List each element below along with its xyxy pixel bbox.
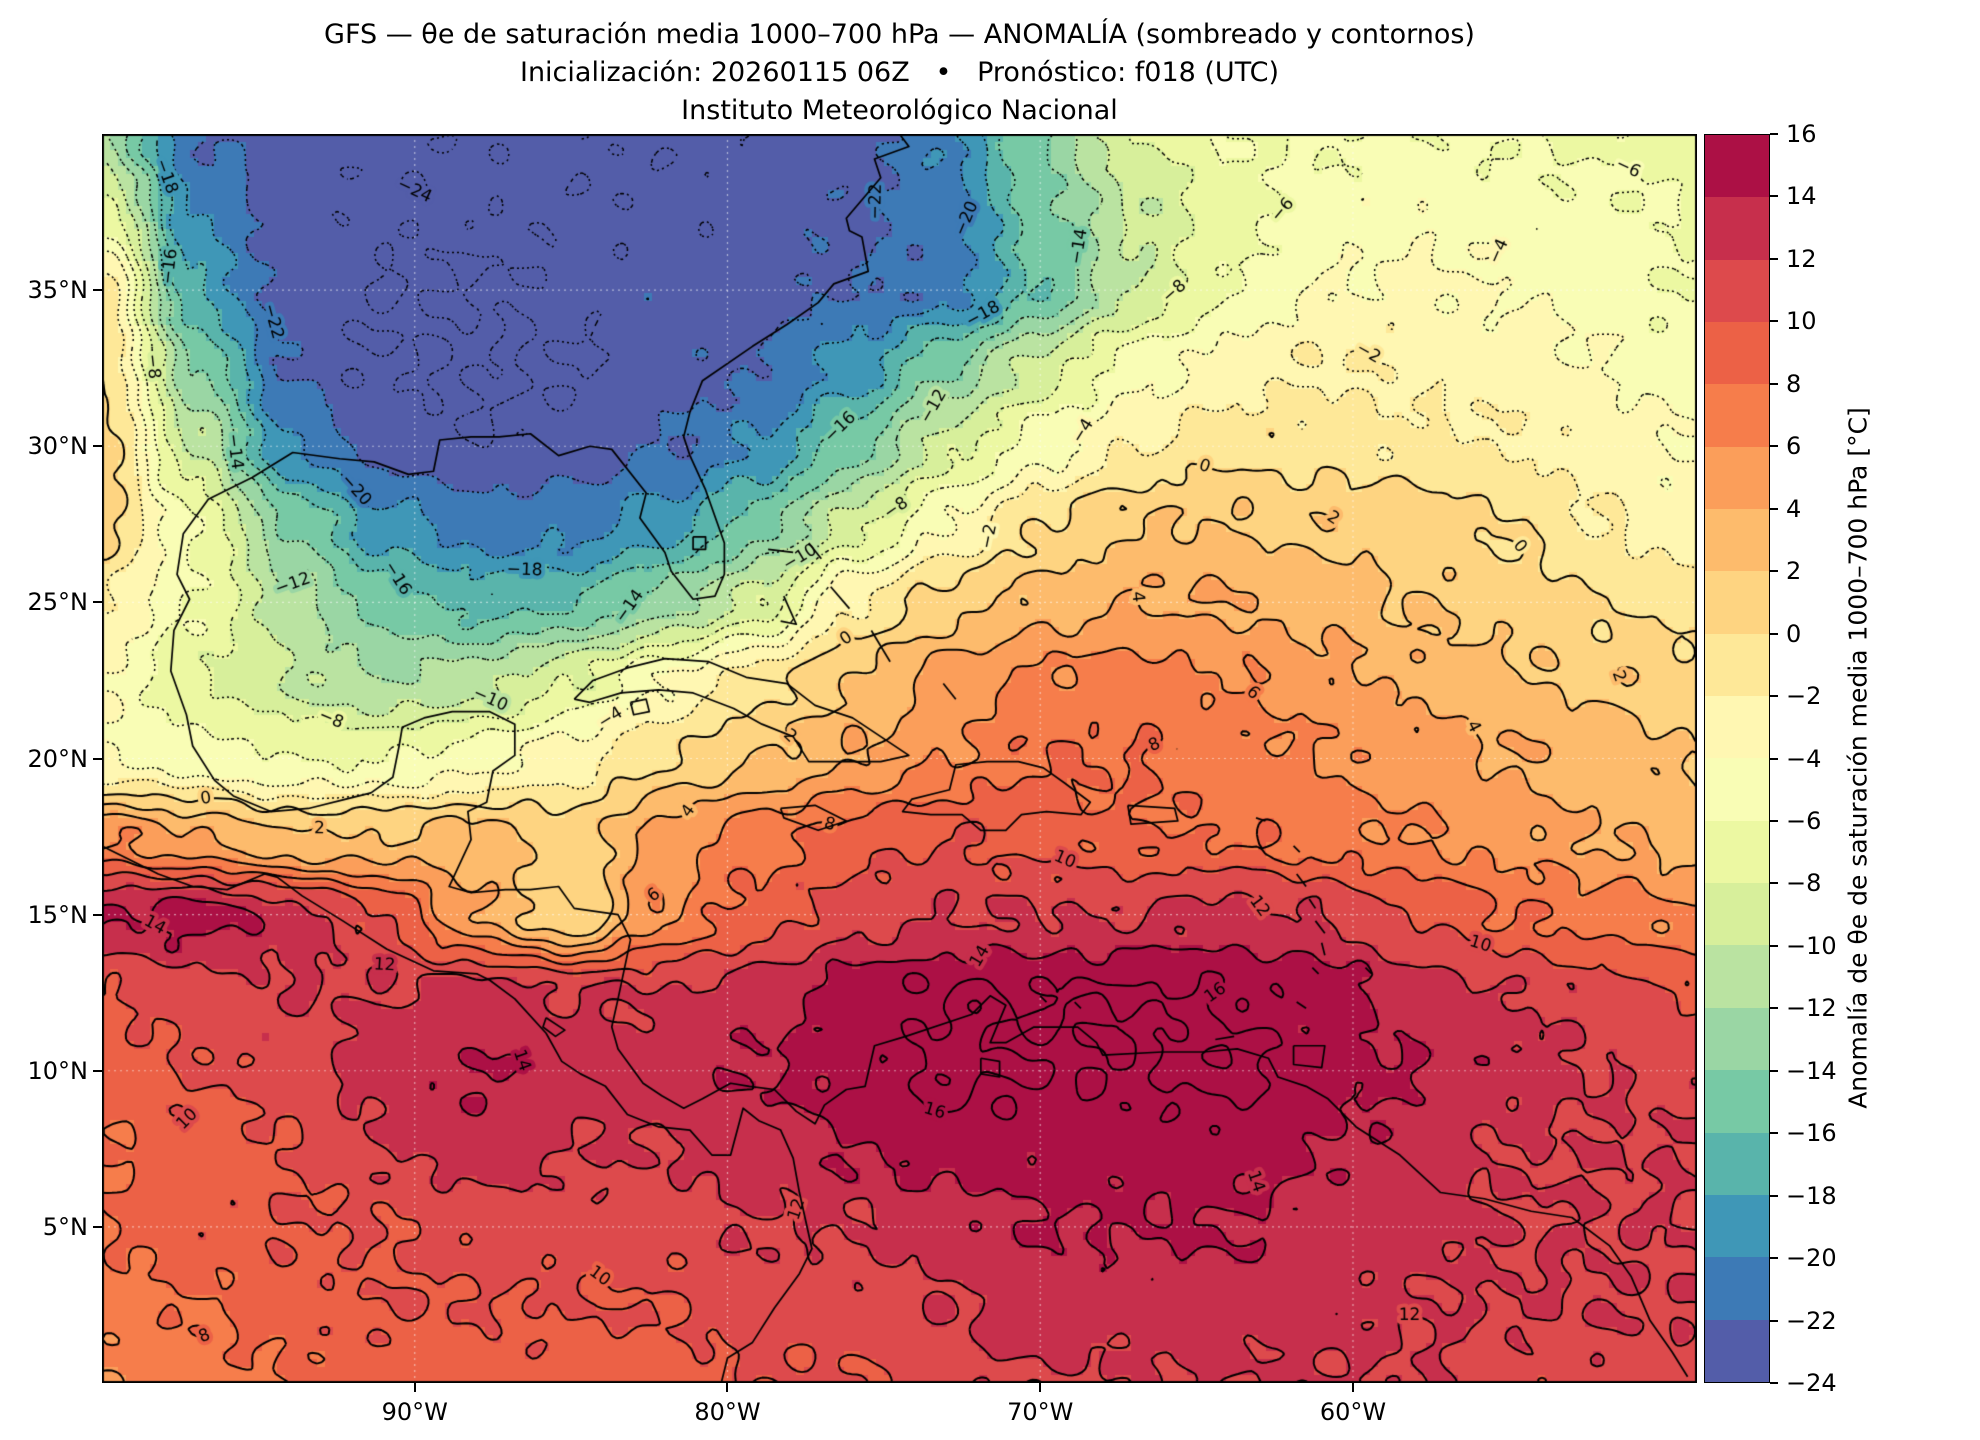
colorbar-tick-label: 6: [1786, 432, 1802, 461]
colorbar-tick-mark: [1770, 944, 1778, 947]
colorbar-tick-label: −16: [1786, 1119, 1837, 1148]
colorbar-tick-mark: [1770, 445, 1778, 448]
y-tick-label: 20°N: [27, 744, 89, 773]
x-tick-label: 90°W: [381, 1398, 448, 1426]
colorbar-tick-label: −12: [1786, 994, 1837, 1023]
colorbar-tick-label: 10: [1786, 307, 1817, 336]
colorbar: [1704, 134, 1770, 1383]
y-tick-label: 35°N: [27, 276, 89, 305]
y-tick-label: 10°N: [27, 1056, 89, 1085]
colorbar-tick-mark: [1770, 195, 1778, 198]
colorbar-tick-mark: [1770, 1194, 1778, 1197]
colorbar-segment: [1705, 197, 1769, 260]
x-tick-mark: [1351, 1383, 1354, 1392]
colorbar-axis-label: Anomalía de θe de saturación media 1000–…: [1843, 407, 1873, 1109]
y-tick-mark: [93, 913, 102, 916]
colorbar-tick-mark: [1770, 1319, 1778, 1322]
colorbar-tick-label: −22: [1786, 1306, 1837, 1335]
colorbar-segment: [1705, 633, 1769, 697]
y-tick-mark: [93, 289, 102, 292]
colorbar-tick-label: 2: [1786, 557, 1802, 586]
colorbar-segment: [1705, 1319, 1769, 1382]
colorbar-tick-label: −6: [1786, 806, 1822, 835]
chart-title: GFS — θe de saturación media 1000–700 hP…: [324, 19, 1475, 50]
colorbar-tick-label: −2: [1786, 682, 1822, 711]
colorbar-tick-label: −8: [1786, 869, 1822, 898]
colorbar-segment: [1705, 1070, 1769, 1133]
colorbar-tick-mark: [1770, 1069, 1778, 1072]
colorbar-tick-mark: [1770, 757, 1778, 760]
colorbar-tick-mark: [1770, 819, 1778, 822]
y-tick-label: 15°N: [27, 900, 89, 929]
colorbar-tick-mark: [1770, 257, 1778, 260]
colorbar-tick-mark: [1770, 570, 1778, 573]
colorbar-tick-mark: [1770, 382, 1778, 385]
colorbar-tick-label: 14: [1786, 182, 1817, 211]
colorbar-tick-mark: [1770, 1257, 1778, 1260]
colorbar-tick-mark: [1770, 882, 1778, 885]
colorbar-tick-label: 12: [1786, 244, 1817, 273]
x-tick-mark: [1039, 1383, 1042, 1392]
colorbar-segment: [1705, 135, 1769, 198]
colorbar-segment: [1705, 945, 1769, 1008]
y-tick-mark: [93, 757, 102, 760]
colorbar-tick-label: −18: [1786, 1181, 1837, 1210]
colorbar-tick-mark: [1770, 1007, 1778, 1010]
y-tick-label: 5°N: [42, 1212, 88, 1241]
y-tick-mark: [93, 1225, 102, 1228]
map-canvas: [102, 134, 1697, 1383]
colorbar-tick-label: 8: [1786, 369, 1802, 398]
colorbar-tick-label: 4: [1786, 494, 1802, 523]
y-tick-label: 30°N: [27, 432, 89, 461]
x-tick-mark: [726, 1383, 729, 1392]
colorbar-tick-label: 16: [1786, 120, 1817, 148]
colorbar-segment: [1705, 883, 1769, 946]
x-tick-mark: [413, 1383, 416, 1392]
colorbar-segment: [1705, 696, 1769, 759]
colorbar-segment: [1705, 820, 1769, 884]
colorbar-tick-label: −24: [1786, 1369, 1837, 1397]
colorbar-tick-label: −20: [1786, 1244, 1837, 1273]
chart-institution: Instituto Meteorológico Nacional: [681, 95, 1118, 126]
y-tick-mark: [93, 601, 102, 604]
colorbar-tick-label: 0: [1786, 619, 1802, 648]
x-tick-label: 80°W: [694, 1398, 761, 1426]
colorbar-segment: [1705, 1194, 1769, 1258]
colorbar-segment: [1705, 571, 1769, 634]
colorbar-segment: [1705, 1007, 1769, 1071]
colorbar-tick-mark: [1770, 507, 1778, 510]
colorbar-tick-mark: [1770, 320, 1778, 323]
colorbar-tick-mark: [1770, 133, 1778, 135]
colorbar-tick-label: −14: [1786, 1056, 1837, 1085]
colorbar-segment: [1705, 758, 1769, 821]
colorbar-segment: [1705, 1132, 1769, 1195]
colorbar-tick-mark: [1770, 1132, 1778, 1135]
colorbar-segment: [1705, 322, 1769, 385]
title-block: GFS — θe de saturación media 1000–700 hP…: [102, 16, 1697, 130]
colorbar-segment: [1705, 384, 1769, 447]
colorbar-segment: [1705, 259, 1769, 323]
y-tick-mark: [93, 1069, 102, 1072]
colorbar-tick-mark: [1770, 632, 1778, 635]
colorbar-segment: [1705, 509, 1769, 572]
chart-subtitle: Inicialización: 20260115 06Z • Pronóstic…: [519, 57, 1279, 88]
y-tick-mark: [93, 445, 102, 448]
x-tick-label: 70°W: [1007, 1398, 1074, 1426]
colorbar-tick-mark: [1770, 695, 1778, 698]
colorbar-tick-label: −10: [1786, 931, 1837, 960]
colorbar-segment: [1705, 446, 1769, 510]
y-tick-label: 25°N: [27, 588, 89, 617]
colorbar-tick-mark: [1770, 1382, 1778, 1384]
x-tick-label: 60°W: [1319, 1398, 1387, 1426]
colorbar-tick-label: −4: [1786, 744, 1822, 773]
colorbar-segment: [1705, 1257, 1769, 1320]
